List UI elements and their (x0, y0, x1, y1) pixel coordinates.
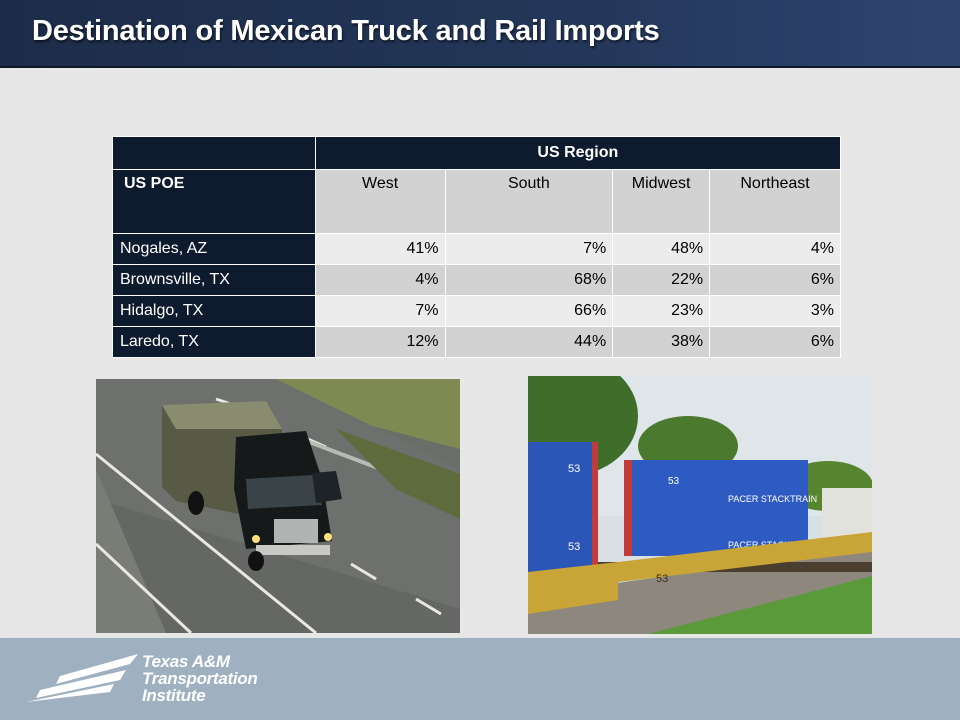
region-table: US Region US POE West South Midwest Nort… (112, 136, 842, 358)
value-cell: 4% (314, 264, 446, 296)
poe-name: Laredo, TX (112, 326, 316, 358)
svg-text:PACER STACKTRAIN: PACER STACKTRAIN (728, 494, 817, 504)
value-cell: 41% (314, 233, 446, 265)
table-row: Hidalgo, TX 7% 66% 23% 3% (112, 295, 841, 327)
table-row: Laredo, TX 12% 44% 38% 6% (112, 326, 841, 358)
slide-title: Destination of Mexican Truck and Rail Im… (32, 15, 660, 47)
value-cell: 48% (612, 233, 711, 265)
svg-text:53: 53 (656, 573, 668, 585)
value-cell: 23% (612, 295, 711, 327)
svg-text:53: 53 (568, 541, 580, 553)
value-cell: 7% (314, 295, 446, 327)
column-header-midwest: Midwest (612, 169, 711, 234)
value-cell: 6% (709, 264, 841, 296)
table-group-header-row: US Region (112, 136, 842, 170)
logo-line: Transportation (142, 669, 258, 688)
tti-logo-text: Texas A&M Transportation Institute (142, 652, 258, 705)
column-header-west: West (314, 169, 446, 234)
rail-container-photo: 53 53 53 PACER STACKTRAIN PACER STACKTRA… (528, 376, 872, 634)
region-group-header: US Region (314, 136, 842, 170)
tti-logo-mark-icon (26, 654, 138, 702)
value-cell: 22% (612, 264, 711, 296)
column-header-south: South (444, 169, 614, 234)
poe-column-header: US POE (112, 169, 316, 234)
svg-text:53: 53 (568, 463, 580, 475)
table-corner-cell (112, 136, 316, 170)
value-cell: 4% (709, 233, 841, 265)
value-cell: 68% (444, 264, 614, 296)
footer-bar: Texas A&M Transportation Institute (0, 638, 960, 720)
value-cell: 6% (709, 326, 841, 358)
poe-name: Brownsville, TX (112, 264, 316, 296)
column-header-northeast: Northeast (709, 169, 841, 234)
value-cell: 66% (444, 295, 614, 327)
value-cell: 3% (709, 295, 841, 327)
value-cell: 44% (444, 326, 614, 358)
poe-name: Nogales, AZ (112, 233, 316, 265)
value-cell: 38% (612, 326, 711, 358)
table-row: Nogales, AZ 41% 7% 48% 4% (112, 233, 841, 265)
table-row: Brownsville, TX 4% 68% 22% 6% (112, 264, 841, 296)
value-cell: 12% (314, 326, 446, 358)
logo-line: Texas A&M (142, 652, 230, 671)
poe-name: Hidalgo, TX (112, 295, 316, 327)
truck-photo (96, 379, 460, 633)
svg-text:53: 53 (668, 476, 680, 487)
value-cell: 7% (444, 233, 614, 265)
table-column-header-row: US POE West South Midwest Northeast (112, 169, 841, 234)
title-bar: Destination of Mexican Truck and Rail Im… (0, 0, 960, 68)
logo-line: Institute (142, 686, 206, 705)
